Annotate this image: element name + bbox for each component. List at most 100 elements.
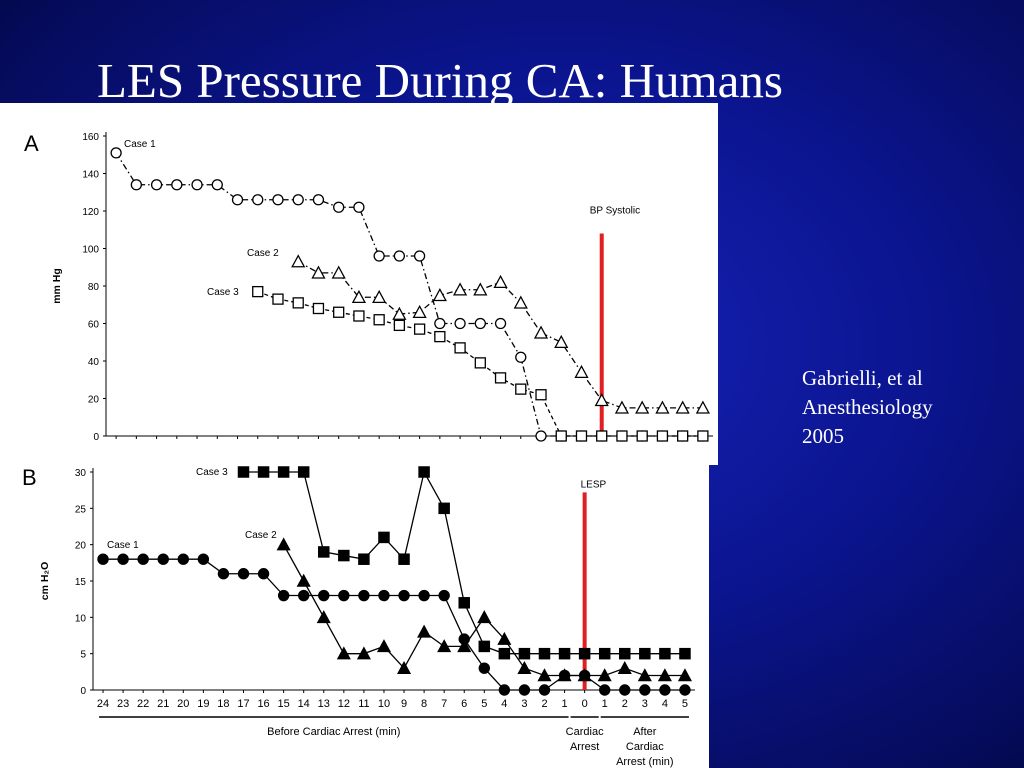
chart-panel-a: A 0 20 40 60 80 100 120 140 160 mm Hg BP Systolic Ca… — [0, 103, 718, 465]
data-point — [494, 372, 507, 384]
series-label: Case 1 — [107, 540, 139, 551]
series-case-3 — [252, 285, 709, 442]
data-point — [117, 553, 129, 565]
data-point — [537, 668, 552, 682]
data-point — [679, 684, 691, 696]
series-case-2 — [276, 537, 693, 682]
data-point — [458, 597, 470, 609]
x-tick-label: 4 — [501, 698, 507, 710]
data-point — [596, 430, 608, 442]
data-point — [150, 179, 163, 191]
data-point — [356, 646, 371, 660]
data-point — [333, 306, 345, 318]
x-tick-label: 1 — [562, 698, 568, 710]
data-point — [358, 589, 370, 602]
data-point — [515, 383, 527, 395]
data-point — [252, 285, 264, 298]
data-point — [478, 640, 491, 653]
data-point — [331, 265, 346, 279]
data-point — [494, 317, 507, 330]
data-point — [311, 265, 326, 279]
data-point — [637, 668, 652, 682]
data-point — [110, 147, 122, 159]
data-point — [518, 647, 531, 660]
data-point — [498, 647, 511, 660]
data-point — [655, 400, 670, 414]
data-point — [438, 502, 450, 515]
data-point — [454, 342, 466, 354]
y-tick-label: 10 — [75, 613, 87, 624]
data-point — [554, 334, 569, 349]
data-point — [211, 179, 223, 191]
data-point — [353, 201, 365, 213]
reference-line-label: BP Systolic — [590, 206, 640, 217]
phase-label: Cardiac — [566, 726, 604, 738]
data-point — [477, 610, 492, 624]
data-point — [171, 179, 183, 191]
y-tick-label: 0 — [93, 432, 99, 443]
citation-journal: Anesthesiology — [802, 395, 933, 419]
x-tick-label: 15 — [278, 698, 290, 710]
data-point — [474, 357, 486, 369]
data-point — [338, 589, 350, 602]
data-point — [276, 537, 291, 551]
x-tick-label: 7 — [441, 698, 447, 710]
data-point — [598, 647, 611, 660]
x-tick-label: 14 — [298, 698, 310, 710]
data-point — [679, 647, 691, 660]
data-point — [257, 568, 270, 580]
data-point — [493, 274, 508, 289]
data-point — [376, 639, 392, 653]
data-point — [434, 330, 446, 343]
x-tick-label: 5 — [481, 698, 487, 710]
data-point — [659, 647, 671, 660]
series-label: Case 2 — [247, 248, 279, 259]
x-tick-label: 21 — [157, 698, 169, 710]
data-point — [636, 430, 648, 442]
data-point — [473, 282, 488, 296]
data-point — [417, 624, 432, 638]
data-point — [635, 400, 650, 414]
citation: Gabrielli, et al Anesthesiology 2005 — [802, 364, 933, 451]
data-point — [533, 325, 549, 339]
data-point — [454, 317, 466, 330]
data-point — [130, 179, 143, 191]
data-point — [333, 201, 345, 213]
series-label: Case 3 — [207, 287, 239, 298]
data-point — [574, 364, 589, 379]
data-point — [277, 466, 290, 478]
series-label: Case 3 — [196, 467, 228, 478]
data-point — [97, 553, 109, 565]
data-point — [413, 323, 426, 335]
reference-line-label: LESP — [581, 479, 607, 490]
data-point — [434, 317, 446, 330]
data-point — [515, 351, 527, 363]
series-case-2 — [291, 254, 710, 414]
phase-label: Before Cardiac Arrest (min) — [267, 726, 400, 738]
y-tick-label: 5 — [80, 650, 86, 661]
x-tick-label: 2 — [622, 698, 628, 710]
data-point — [538, 684, 551, 696]
x-tick-label: 22 — [137, 698, 149, 710]
series-label: Case 1 — [124, 139, 156, 150]
data-point — [373, 314, 385, 326]
series-line — [103, 558, 685, 691]
data-point — [257, 466, 270, 478]
x-tick-label: 23 — [117, 698, 129, 710]
x-tick-label: 10 — [378, 698, 390, 710]
y-axis-label: mm Hg — [51, 268, 63, 304]
y-axis-label: cm H₂O — [39, 562, 51, 601]
data-point — [252, 194, 264, 206]
chart-panel-b: B 0 5 10 15 20 25 30 cm H₂O 24 23 22 21 20 19 18 17 16 15 1… — [0, 457, 709, 768]
data-point — [675, 400, 690, 414]
y-tick-label: 20 — [75, 541, 87, 552]
series-label: Case 2 — [245, 530, 277, 541]
data-point — [318, 589, 330, 602]
phase-label: Arrest (min) — [616, 756, 673, 768]
series-case-3 — [237, 466, 691, 660]
data-point — [555, 430, 567, 442]
data-point — [312, 302, 325, 315]
y-tick-label: 30 — [75, 468, 87, 479]
data-point — [432, 288, 447, 302]
x-tick-label: 24 — [97, 698, 109, 710]
